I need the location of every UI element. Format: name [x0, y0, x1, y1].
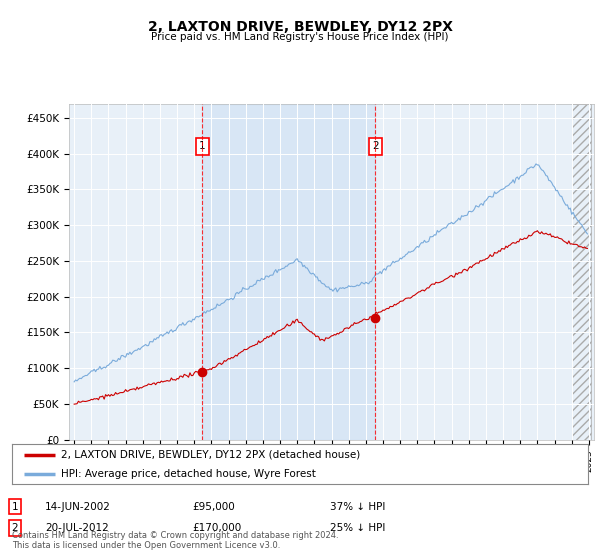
Bar [202, 104, 375, 440]
Text: 2, LAXTON DRIVE, BEWDLEY, DY12 2PX: 2, LAXTON DRIVE, BEWDLEY, DY12 2PX [148, 20, 452, 34]
Text: 14-JUN-2002: 14-JUN-2002 [45, 502, 111, 512]
Text: 1: 1 [11, 502, 19, 512]
Text: 20-JUL-2012: 20-JUL-2012 [45, 523, 109, 533]
Text: HPI: Average price, detached house, Wyre Forest: HPI: Average price, detached house, Wyre… [61, 469, 316, 478]
Bar [572, 104, 590, 440]
Text: £95,000: £95,000 [192, 502, 235, 512]
Text: 2, LAXTON DRIVE, BEWDLEY, DY12 2PX (detached house): 2, LAXTON DRIVE, BEWDLEY, DY12 2PX (deta… [61, 450, 360, 460]
Text: 1: 1 [199, 142, 205, 152]
Bar [572, 104, 590, 440]
Text: 2: 2 [11, 523, 19, 533]
Text: Price paid vs. HM Land Registry's House Price Index (HPI): Price paid vs. HM Land Registry's House … [151, 32, 449, 42]
Text: Contains HM Land Registry data © Crown copyright and database right 2024.
This d: Contains HM Land Registry data © Crown c… [12, 530, 338, 550]
Text: 2: 2 [372, 142, 379, 152]
Text: 37% ↓ HPI: 37% ↓ HPI [330, 502, 385, 512]
Text: £170,000: £170,000 [192, 523, 241, 533]
Text: 25% ↓ HPI: 25% ↓ HPI [330, 523, 385, 533]
